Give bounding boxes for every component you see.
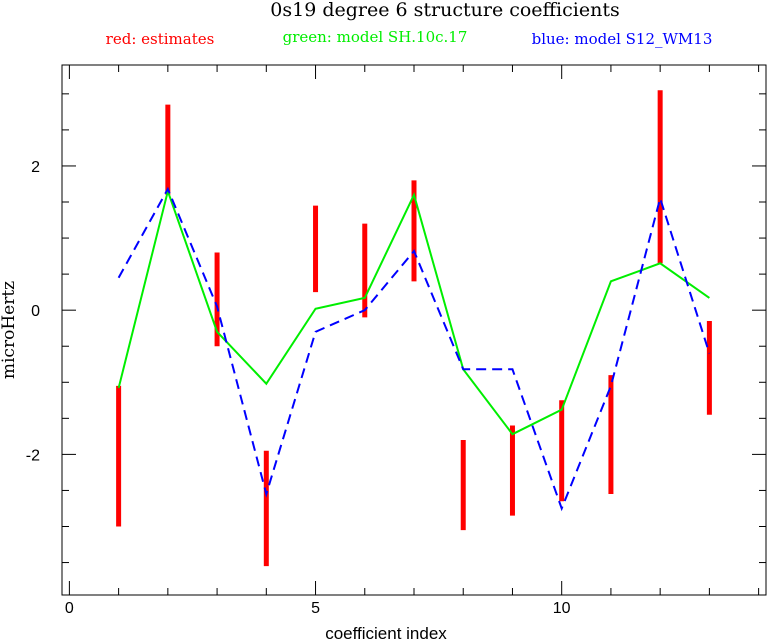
chart-title: 0s19 degree 6 structure coefficients: [270, 0, 619, 21]
legend: red: estimates green: model SH.10c.17 bl…: [106, 28, 713, 48]
x-tick-label: 0: [65, 600, 74, 617]
x-axis-label: coefficient index: [325, 624, 447, 641]
y-tick-label: -2: [26, 447, 40, 464]
x-tick-label: 10: [553, 600, 571, 617]
y-tick-label: 2: [31, 159, 40, 176]
series-line-green: [117, 187, 710, 436]
legend-model-green: green: model SH.10c.17: [283, 28, 468, 46]
plot-area: [116, 90, 712, 567]
y-axis-label: microHertz: [0, 281, 19, 379]
y-tick-label: 0: [31, 303, 40, 320]
x-tick-label: 5: [311, 600, 320, 617]
series-line-blue: [117, 186, 711, 512]
axis-ticks: 0 5 10 -2 0 2: [26, 65, 766, 617]
legend-model-blue: blue: model S12_WM13: [532, 30, 713, 48]
legend-estimates: red: estimates: [106, 30, 215, 48]
